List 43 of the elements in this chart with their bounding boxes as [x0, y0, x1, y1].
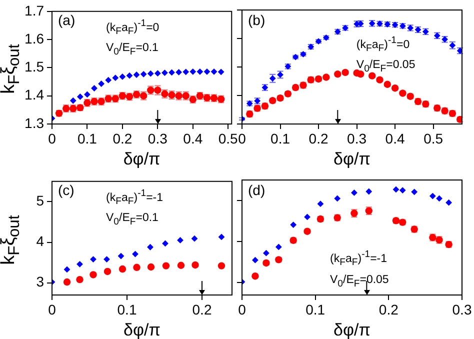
- annotation: (k$_{F}$a$_{F}$)$^{-1}$=-1: [330, 248, 388, 271]
- x-tick-label: 0: [48, 130, 56, 146]
- annotation: (b): [248, 12, 266, 28]
- x-tick-label: 0.1: [77, 130, 98, 146]
- x-tick-label: 0.2: [192, 301, 212, 318]
- x-tick-label: 0.5: [424, 130, 444, 146]
- x-axis-title: δφ/π: [334, 320, 370, 339]
- annotation: (d): [248, 182, 266, 198]
- x-axis-title: δφ/π: [123, 150, 160, 169]
- x-tick-label: 0.4: [183, 130, 203, 146]
- y-tick-label: 1.6: [24, 30, 44, 46]
- x-tick-label: 0.4: [385, 130, 405, 146]
- x-tick-label: 0.2: [378, 301, 399, 318]
- x-tick-label: 0.1: [306, 301, 326, 318]
- annotation: (a): [58, 12, 76, 28]
- x-tick-label: 0.1: [270, 130, 290, 146]
- y-tick-label: 1.3: [24, 114, 44, 131]
- annotation: (k$_{F}$a$_{F}$)$^{-1}$=0: [356, 34, 411, 56]
- x-tick-label: 0.3: [452, 301, 472, 318]
- annotation: (k$_{F}$a$_{F}$)$^{-1}$=-1: [106, 187, 164, 210]
- annotation: (c): [58, 182, 74, 198]
- annotation: V$_{0}$/E$_{F}$=0.05: [330, 272, 389, 291]
- x-axis-title: δφ/π: [334, 150, 370, 169]
- x-tick-label: 0.3: [148, 130, 168, 146]
- y-tick-label: 1.4: [24, 86, 44, 103]
- x-tick-label: 0.5: [218, 130, 238, 146]
- y-tick-label: 1.5: [24, 58, 44, 75]
- y-tick-label: 1.7: [24, 2, 44, 18]
- y-tick-label: 5: [36, 192, 44, 209]
- x-axis-title: δφ/π: [124, 320, 160, 339]
- x-tick-label: 0.3: [347, 130, 367, 146]
- annotation: V$_{0}$/E$_{F}$=0.1: [106, 41, 160, 60]
- annotation: V$_{0}$/E$_{F}$=0.05: [356, 58, 416, 76]
- x-tick-label: 0.2: [112, 130, 132, 146]
- annotation: (k$_{F}$a$_{F}$)$^{-1}$=0: [106, 17, 160, 40]
- y-tick-label: 4: [36, 233, 44, 250]
- x-tick-label: 0.2: [308, 130, 328, 146]
- x-tick-label: 0: [238, 130, 246, 146]
- x-tick-label: 0: [238, 301, 246, 318]
- x-tick-label: 0.1: [117, 301, 137, 318]
- annotation: V$_{0}$/E$_{F}$=0.1: [106, 211, 160, 230]
- x-tick-label: 0: [48, 301, 56, 318]
- y-tick-label: 3: [36, 274, 44, 290]
